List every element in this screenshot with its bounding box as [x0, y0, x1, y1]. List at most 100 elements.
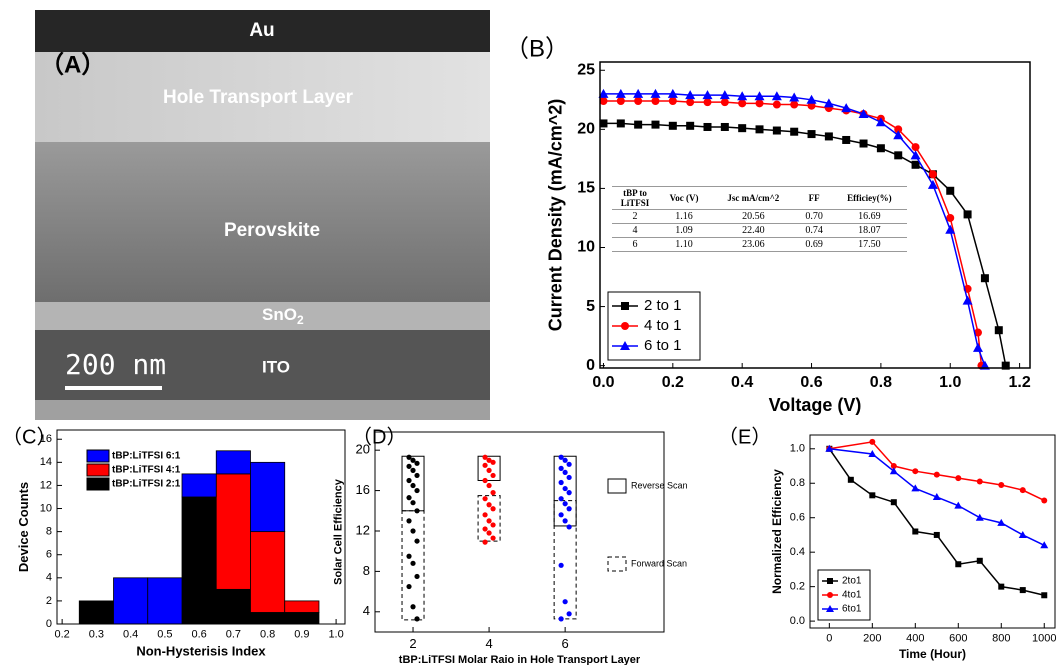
layer-label: Perovskite [224, 220, 320, 241]
table-cell: 0.70 [796, 209, 832, 224]
marker [599, 96, 608, 105]
point [558, 562, 564, 568]
box [477, 495, 501, 542]
marker [859, 139, 868, 148]
point [410, 500, 416, 506]
y-tick-label: 0 [46, 618, 52, 630]
point [406, 583, 412, 590]
x-tick-label: 0.5 [157, 629, 172, 641]
point [566, 506, 572, 512]
panel-label: （B） [505, 35, 569, 62]
marker [633, 88, 644, 98]
bar [284, 612, 320, 625]
legend-label: tBP:LiTFSI 4:1 [112, 465, 181, 476]
table-row: tBP to LiTFSI Voc (V) Jsc mA/cm^2 FF Efficie… [612, 186, 907, 210]
scale-bar-label: 200 nm [65, 348, 166, 381]
legend-swatch [86, 463, 110, 477]
point [486, 467, 492, 473]
x-tick-label: 1.0 [939, 374, 961, 391]
table: tBP to LiTFSI Voc (V) Jsc mA/cm^2 FF Efficie… [612, 186, 907, 252]
marker [599, 119, 608, 128]
x-tick-label: 0.6 [191, 629, 206, 641]
table-cell: 1.09 [658, 223, 711, 238]
table-cell: 17.50 [831, 237, 907, 252]
table-cell: Voc (V) [658, 186, 711, 210]
bar [215, 588, 251, 625]
marker [955, 475, 962, 482]
marker [945, 224, 956, 234]
legend-swatch [607, 556, 627, 572]
y-tick-label: 10 [40, 502, 52, 514]
legend-swatch [86, 449, 110, 463]
point [562, 501, 568, 507]
y-axis-label: Current Density (mA/cm^2) [546, 99, 566, 332]
marker [826, 605, 834, 612]
marker [598, 88, 609, 98]
marker [928, 170, 937, 179]
marker [946, 186, 955, 195]
legend-label: Forward Scan [631, 558, 687, 568]
layer-label: Au [249, 20, 274, 41]
marker [876, 144, 885, 153]
y-tick-label: 2 [46, 595, 52, 607]
x-tick-label: 0.8 [260, 629, 275, 641]
layer-label: ITO [262, 357, 290, 376]
table-cell: 2 [612, 209, 658, 224]
point [414, 460, 420, 466]
marker [1041, 497, 1048, 504]
marker [998, 481, 1005, 488]
marker [894, 151, 903, 160]
marker [932, 493, 941, 501]
point [558, 512, 564, 518]
legend-label: 2 to 1 [644, 297, 682, 314]
panel-label: （A） [40, 51, 105, 78]
marker [807, 130, 816, 139]
point [410, 528, 416, 534]
micrograph: （A） Au Hole Transport Layer Perovskite S… [35, 10, 490, 420]
marker [890, 499, 897, 506]
table-cell: 22.40 [710, 223, 797, 238]
point [482, 496, 488, 502]
x-tick-label: 6 [562, 636, 569, 651]
x-axis-label: tBP:LiTFSI Molar Raio in Hole Transport … [399, 654, 641, 665]
marker [911, 484, 920, 492]
marker [703, 122, 712, 131]
marker [889, 467, 898, 475]
marker [827, 578, 833, 584]
panel-label: （E） [718, 425, 771, 448]
x-tick-label: 1.0 [328, 629, 343, 641]
table-cell: 1.10 [658, 237, 711, 252]
y-tick-label: 5 [586, 298, 595, 315]
marker [976, 478, 983, 485]
table-cell: 16.69 [831, 209, 907, 224]
marker [933, 471, 940, 478]
marker [1018, 530, 1027, 538]
point [414, 538, 420, 544]
marker [890, 463, 897, 470]
point [482, 526, 488, 532]
marker [875, 117, 886, 127]
box [477, 455, 501, 481]
y-tick-label: 10 [577, 239, 595, 256]
marker [972, 342, 983, 352]
marker [790, 100, 799, 109]
marker [823, 98, 834, 108]
table-inset: tBP to LiTFSI Voc (V) Jsc mA/cm^2 FF Efficie… [612, 186, 907, 252]
x-tick-label: 0 [826, 633, 832, 645]
legend-label: 6to1 [842, 604, 862, 615]
marker [933, 531, 940, 538]
marker [755, 125, 764, 134]
marker [650, 88, 661, 98]
x-tick-label: 200 [863, 633, 881, 645]
x-tick-label: 0.9 [294, 629, 309, 641]
x-tick-label: 0.0 [592, 374, 614, 391]
panel-label: （D） [352, 425, 406, 448]
subscript: 2 [297, 313, 304, 327]
legend-label: 2to1 [842, 576, 862, 587]
layer-label: SnO [262, 305, 297, 324]
point [490, 522, 496, 528]
y-tick-label: 0.2 [790, 581, 805, 593]
marker [719, 90, 730, 100]
legend-label: 4 to 1 [644, 317, 682, 334]
point [482, 539, 488, 545]
